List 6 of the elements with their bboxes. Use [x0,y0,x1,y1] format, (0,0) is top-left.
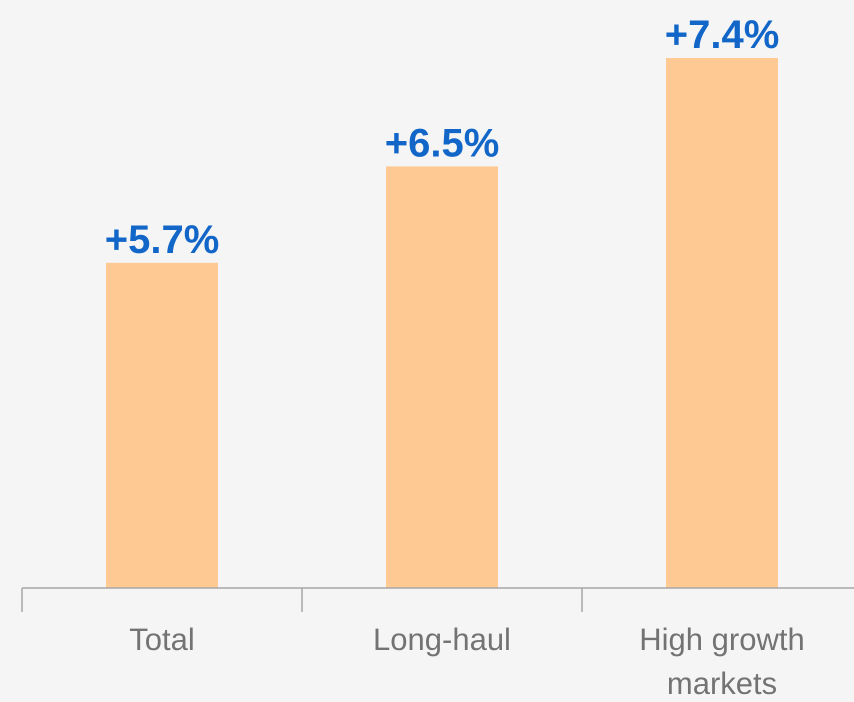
x-tick-label: Long-haul [373,622,511,657]
data-label: +7.4% [664,13,780,57]
x-tick-label: Total [129,622,195,657]
data-label: +5.7% [104,218,220,262]
data-label: +6.5% [384,121,500,166]
x-tick-label: High growth markets [639,622,805,701]
